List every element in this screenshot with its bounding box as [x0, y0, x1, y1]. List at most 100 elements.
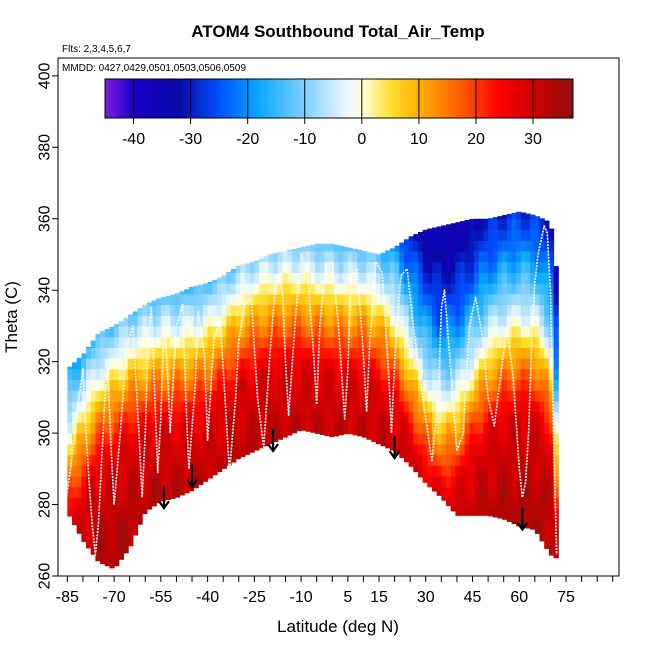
heatmap-cell [446, 465, 452, 477]
heatmap-cell [343, 293, 349, 306]
heatmap-cell [291, 336, 298, 348]
heatmap-cell [86, 433, 92, 445]
x-axis-label: Latitude (deg N) [277, 617, 399, 636]
heatmap-cell [193, 325, 199, 338]
heatmap-cell [539, 411, 545, 423]
heatmap-cell [441, 358, 447, 370]
heatmap-cell [333, 293, 340, 306]
heatmap-cell [530, 454, 536, 466]
heatmap-cell [305, 400, 312, 413]
heatmap-cell [357, 250, 363, 263]
heatmap-cell [469, 250, 475, 263]
heatmap-cell [520, 229, 527, 241]
heatmap-cell [432, 315, 438, 327]
heatmap-cell [460, 454, 466, 466]
heatmap-cell [305, 422, 312, 432]
heatmap-cell [151, 422, 157, 434]
heatmap-cell [235, 304, 241, 316]
heatmap-cell [315, 293, 321, 306]
heatmap-cell [502, 422, 508, 434]
heatmap-cell [534, 261, 541, 273]
heatmap-cell [156, 336, 162, 348]
heatmap-cell [254, 433, 260, 445]
heatmap-cell [436, 390, 442, 402]
heatmap-cell [212, 315, 218, 327]
heatmap-cell [118, 390, 125, 402]
heatmap-cell [245, 283, 251, 295]
heatmap-cell [347, 261, 354, 273]
heatmap-cell [81, 400, 87, 413]
heatmap-cell [128, 315, 134, 327]
heatmap-cell [385, 422, 391, 434]
heatmap-cell [455, 272, 461, 284]
heatmap-cell [160, 347, 167, 359]
heatmap-cell [296, 347, 302, 359]
heatmap-cell [156, 422, 162, 434]
heatmap-cell [492, 217, 499, 220]
heatmap-cell [95, 518, 101, 531]
heatmap-cell [184, 465, 190, 477]
heatmap-cell [151, 454, 157, 466]
heatmap-cell [301, 261, 307, 273]
heatmap-cell [446, 411, 452, 423]
heatmap-cell [179, 422, 185, 434]
heatmap-cell [343, 246, 349, 252]
heatmap-cell [436, 261, 442, 273]
heatmap-cell [497, 443, 503, 456]
heatmap-cell [347, 368, 354, 381]
heatmap-cell [198, 454, 204, 466]
heatmap-cell [460, 325, 466, 338]
heatmap-cell [179, 454, 185, 466]
heatmap-cell [450, 443, 456, 456]
heatmap-cell [165, 465, 171, 477]
heatmap-cell [76, 529, 82, 534]
heatmap-cell [474, 497, 480, 509]
heatmap-cell [347, 422, 354, 434]
heatmap-cell [100, 411, 106, 423]
heatmap-cell [525, 497, 531, 509]
heatmap-cell [259, 390, 265, 402]
heatmap-cell [179, 293, 185, 306]
heatmap-cell [403, 379, 410, 391]
heatmap-cell [380, 368, 386, 381]
heatmap-cell [310, 325, 316, 338]
heatmap-cell [394, 443, 400, 454]
heatmap-cell [469, 358, 475, 370]
heatmap-cell [291, 422, 298, 434]
heatmap-cell [90, 454, 96, 466]
heatmap-cell [422, 293, 428, 306]
heatmap-cell [497, 400, 503, 413]
heatmap-cell [548, 250, 555, 263]
heatmap-cell [240, 304, 246, 316]
heatmap-cell [408, 293, 414, 306]
heatmap-cell [95, 486, 101, 499]
heatmap-cell [160, 400, 167, 413]
heatmap-cell [216, 293, 223, 306]
heatmap-cell [128, 368, 134, 381]
heatmap-cell [530, 486, 536, 499]
heatmap-cell [100, 497, 106, 509]
heatmap-cell [432, 433, 438, 445]
heatmap-cell [216, 465, 223, 473]
heatmap-cell [146, 347, 153, 359]
heatmap-cell [450, 229, 456, 241]
heatmap-cell [305, 250, 312, 263]
heatmap-cell [188, 411, 195, 423]
heatmap-cell [530, 443, 536, 456]
heatmap-cell [249, 411, 255, 423]
heatmap-cell [422, 465, 428, 477]
heatmap-cell [441, 250, 447, 263]
heatmap-cell [202, 475, 209, 482]
heatmap-cell [123, 540, 129, 552]
heatmap-cell [333, 244, 340, 252]
heatmap-cell [230, 422, 237, 434]
heatmap-cell [492, 508, 499, 518]
heatmap-cell [371, 253, 377, 263]
heatmap-cell [502, 368, 508, 381]
heatmap-cell [301, 400, 307, 413]
heatmap-cell [86, 390, 92, 402]
heatmap-cell [427, 315, 433, 327]
heatmap-cell [319, 411, 326, 423]
heatmap-cell [216, 277, 223, 284]
heatmap-cell [553, 283, 559, 295]
